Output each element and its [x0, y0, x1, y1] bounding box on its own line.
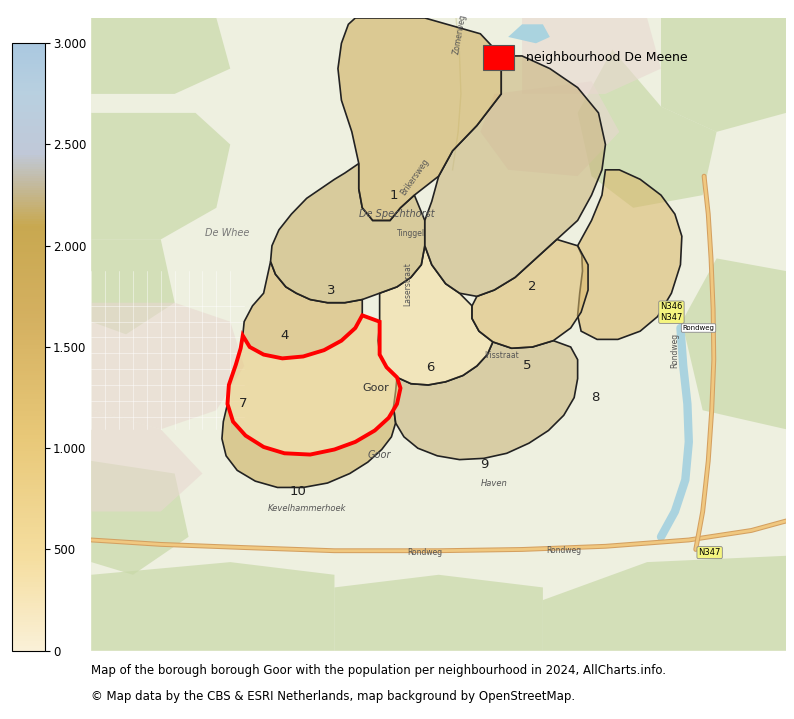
Polygon shape	[334, 574, 543, 651]
Text: Kevelhammerhoek: Kevelhammerhoek	[268, 504, 346, 513]
Polygon shape	[243, 262, 362, 358]
Polygon shape	[91, 562, 334, 651]
Polygon shape	[508, 24, 549, 43]
Text: De Whee: De Whee	[205, 228, 249, 238]
Polygon shape	[425, 56, 605, 296]
Text: 3: 3	[327, 283, 335, 296]
Text: Goor: Goor	[368, 449, 391, 459]
Polygon shape	[91, 411, 202, 511]
Polygon shape	[543, 556, 786, 651]
Polygon shape	[682, 258, 786, 429]
Text: Rondweg: Rondweg	[407, 548, 442, 557]
Polygon shape	[91, 18, 230, 94]
Text: Haven: Haven	[481, 479, 507, 487]
Polygon shape	[661, 18, 786, 132]
Text: Irisstraat: Irisstraat	[484, 351, 518, 360]
Text: 10: 10	[290, 485, 306, 498]
Text: De Spechthorst: De Spechthorst	[359, 209, 435, 219]
Polygon shape	[91, 113, 230, 239]
Text: 5: 5	[523, 360, 532, 372]
Text: 7: 7	[238, 398, 247, 411]
Polygon shape	[480, 81, 619, 176]
Text: Rondweg: Rondweg	[683, 325, 715, 331]
Text: Brikersweg: Brikersweg	[399, 157, 430, 198]
Polygon shape	[378, 246, 493, 385]
Text: Laserstraat: Laserstraat	[403, 262, 412, 306]
Polygon shape	[522, 18, 661, 94]
Polygon shape	[472, 239, 588, 348]
Text: 4: 4	[280, 329, 289, 342]
Text: neighbourhood De Meene: neighbourhood De Meene	[526, 51, 688, 64]
Text: 1: 1	[389, 188, 398, 201]
Text: 9: 9	[480, 457, 488, 470]
Polygon shape	[222, 404, 397, 487]
Bar	[483, 45, 514, 70]
Polygon shape	[271, 163, 425, 303]
Polygon shape	[338, 18, 501, 221]
Text: 6: 6	[426, 361, 434, 374]
Text: N346
N347: N346 N347	[661, 303, 683, 322]
Polygon shape	[91, 303, 245, 429]
Text: 2: 2	[528, 280, 537, 293]
Polygon shape	[577, 50, 716, 208]
Text: © Map data by the CBS & ESRI Netherlands, map background by OpenStreetMap.: © Map data by the CBS & ESRI Netherlands…	[91, 690, 576, 703]
Text: Rondweg: Rondweg	[546, 546, 581, 555]
Polygon shape	[227, 316, 400, 454]
Text: Zomerweg: Zomerweg	[452, 13, 468, 55]
Text: Rondweg: Rondweg	[670, 333, 680, 367]
Polygon shape	[394, 341, 577, 459]
Polygon shape	[91, 239, 175, 334]
Text: N347: N347	[699, 548, 721, 557]
Text: 8: 8	[591, 391, 599, 404]
Polygon shape	[577, 170, 682, 339]
Text: Goor: Goor	[363, 383, 390, 393]
Polygon shape	[91, 461, 189, 574]
Text: Map of the borough borough Goor with the population per neighbourhood in 2024, A: Map of the borough borough Goor with the…	[91, 664, 666, 677]
Text: Tinggel: Tinggel	[397, 229, 425, 237]
